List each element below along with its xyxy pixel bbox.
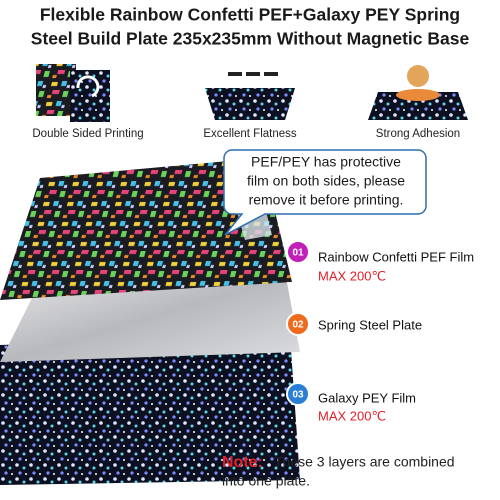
feature-label: Double Sided Printing bbox=[32, 128, 143, 140]
feature-label: Strong Adhesion bbox=[376, 128, 460, 140]
callout-text: film on both sides, please bbox=[247, 173, 405, 189]
callout-bubble bbox=[223, 149, 427, 236]
layer-badge bbox=[286, 240, 310, 264]
layer-number: 03 bbox=[292, 390, 304, 401]
feature-icon bbox=[368, 65, 468, 120]
layer-name: Spring Steel Plate bbox=[318, 317, 422, 332]
layer-note: MAX 200℃ bbox=[318, 268, 386, 283]
layer-number: 02 bbox=[292, 320, 304, 331]
layer-name: Rainbow Confetti PEF Film bbox=[318, 249, 474, 264]
callout-text: PEF/PEY has protective bbox=[251, 154, 401, 170]
feature-icon bbox=[205, 72, 295, 120]
note-text: into one plate. bbox=[222, 473, 310, 489]
feature-icon bbox=[36, 64, 110, 122]
layer-name: Galaxy PEY Film bbox=[318, 390, 416, 405]
layer-badge bbox=[286, 382, 310, 406]
callout-text: remove it before printing. bbox=[249, 192, 404, 208]
note-text: These 3 layers are combined bbox=[274, 454, 455, 470]
layer-number: 01 bbox=[292, 248, 304, 259]
title-line: Flexible Rainbow Confetti PEF+Galaxy PEY… bbox=[40, 5, 460, 25]
title-line: Steel Build Plate 235x235mm Without Magn… bbox=[31, 29, 470, 49]
layer-badge bbox=[286, 312, 310, 336]
note-label: Note: bbox=[222, 454, 263, 471]
rainbow-plate bbox=[0, 158, 292, 300]
galaxy-plate bbox=[0, 335, 300, 485]
feature-label: Excellent Flatness bbox=[203, 128, 297, 140]
layer-note: MAX 200℃ bbox=[318, 408, 386, 423]
